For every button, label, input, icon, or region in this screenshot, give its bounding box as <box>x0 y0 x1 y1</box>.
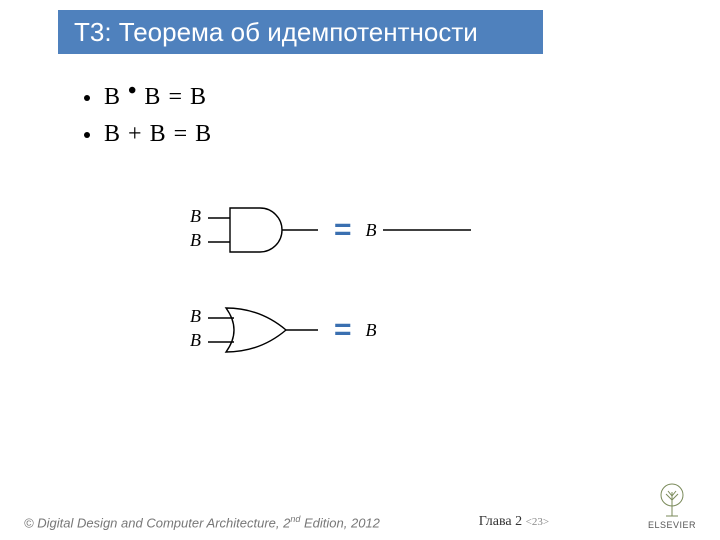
wire-icon <box>383 220 473 240</box>
publisher-name: ELSEVIER <box>648 520 696 530</box>
operand-b: B <box>144 84 161 110</box>
elsevier-tree-icon <box>657 482 687 518</box>
copyright-text: © Digital Design and Computer Architectu… <box>24 514 380 530</box>
bullet-item: B + B = B <box>84 121 212 148</box>
gate-row-or: B B = B <box>190 300 570 360</box>
output-wire-block: B <box>366 300 486 360</box>
bullet-dot-icon <box>84 95 90 101</box>
copyright-post: Edition, 2012 <box>300 515 380 530</box>
equals-sign: = <box>334 313 352 347</box>
output-wire-block: B <box>366 200 486 260</box>
gate-input-top-label: B <box>190 206 201 227</box>
gate-input-bot-label: B <box>190 230 201 251</box>
page-number: <23> <box>526 516 549 528</box>
bullet-text: B • B = B <box>104 84 207 111</box>
operand-a: B <box>104 121 121 147</box>
gate-row-and: B B = B <box>190 200 570 260</box>
or-gate-block: B B <box>190 300 320 360</box>
operand-a: B <box>104 84 121 110</box>
title-prefix: T3: <box>74 17 119 47</box>
operand-b: B <box>150 121 167 147</box>
gate-input-bot-label: B <box>190 330 201 351</box>
and-gate-block: B B <box>190 200 320 260</box>
copyright-title: Digital Design and Computer Architecture… <box>37 515 283 530</box>
operator: • <box>128 78 144 104</box>
publisher-logo: ELSEVIER <box>648 482 696 530</box>
output-label: B <box>366 320 377 341</box>
title-main: Теорема об идемпотентности <box>119 17 478 47</box>
output-label: B <box>366 220 377 241</box>
bullet-dot-icon <box>84 132 90 138</box>
operator: + <box>128 121 150 147</box>
copyright-symbol: © <box>24 515 37 530</box>
result: B <box>190 84 207 110</box>
or-gate-icon <box>190 300 320 360</box>
footer: © Digital Design and Computer Architectu… <box>0 482 720 530</box>
and-gate-icon <box>190 200 320 260</box>
copyright-ed-suffix: nd <box>290 514 300 524</box>
diagram-area: B B = B B B <box>190 200 570 400</box>
title-text: T3: Теорема об идемпотентности <box>74 17 478 48</box>
chapter-text: Глава 2 <box>479 514 526 529</box>
result: B <box>195 121 212 147</box>
equals-sign: = <box>334 213 352 247</box>
bullet-text: B + B = B <box>104 121 212 148</box>
bullet-item: B • B = B <box>84 84 212 111</box>
bullet-list: B • B = B B + B = B <box>84 84 212 158</box>
gate-input-top-label: B <box>190 306 201 327</box>
chapter-label: Глава 2 <23> <box>479 514 549 530</box>
title-bar: T3: Теорема об идемпотентности <box>58 10 543 54</box>
